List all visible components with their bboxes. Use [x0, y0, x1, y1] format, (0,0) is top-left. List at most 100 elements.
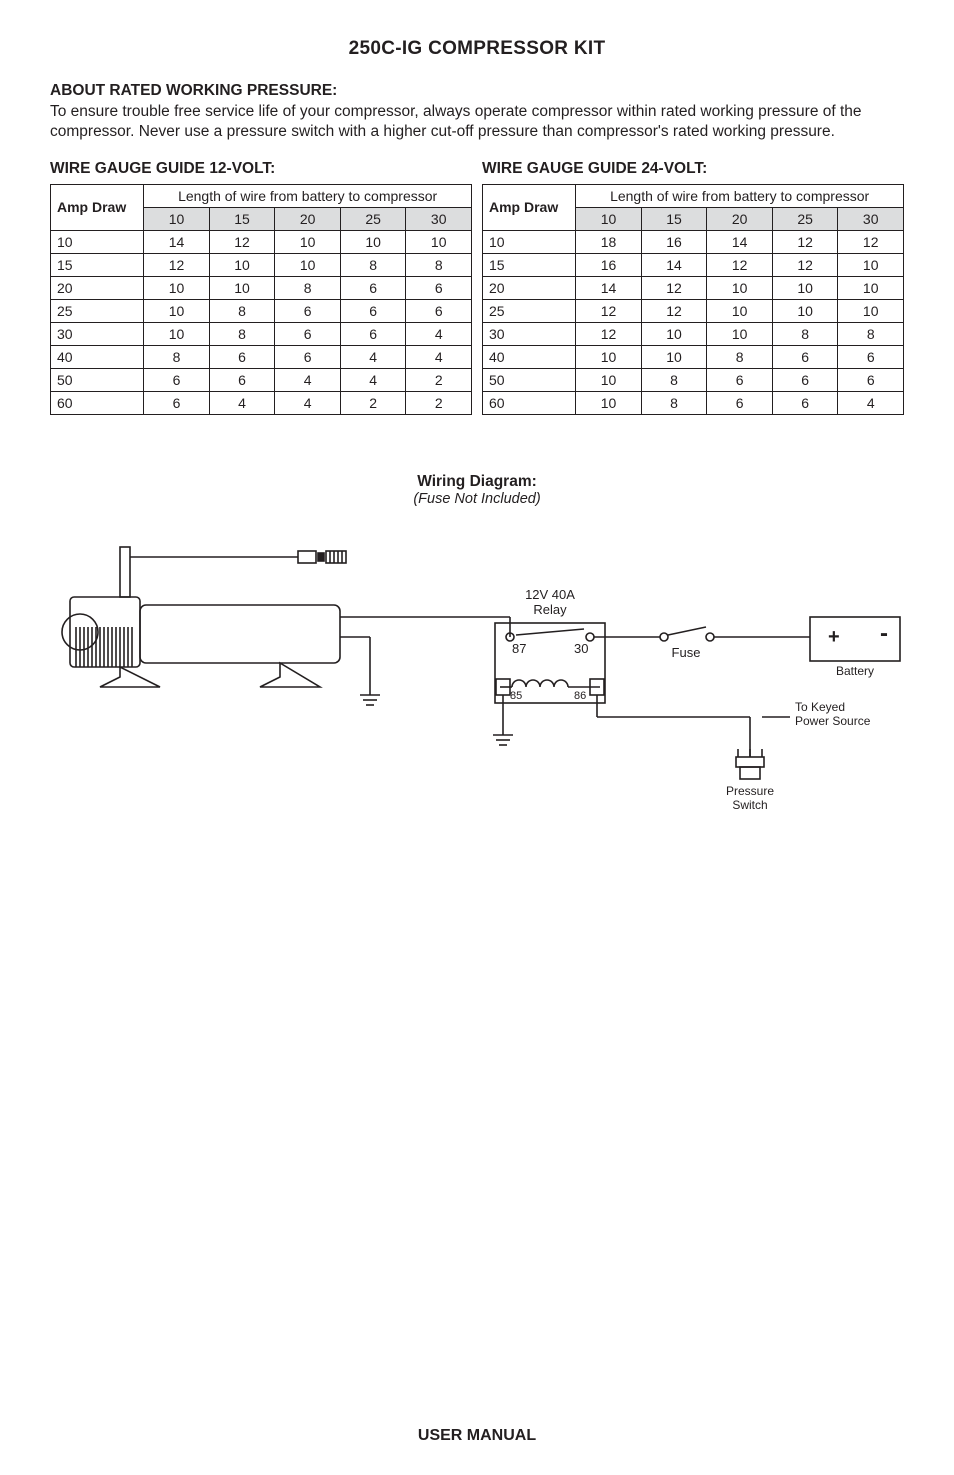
table-row: 60108664 — [483, 391, 904, 414]
gauge-cell: 10 — [275, 230, 341, 253]
gauge-cell: 6 — [275, 345, 341, 368]
gauge-cell: 10 — [275, 253, 341, 276]
gauge-cell: 10 — [144, 299, 210, 322]
table-row: 5066442 — [51, 368, 472, 391]
gauge-cell: 4 — [340, 368, 406, 391]
to-keyed-label: To KeyedPower Source — [795, 700, 871, 728]
amp-cell: 40 — [51, 345, 144, 368]
amp-cell: 25 — [483, 299, 576, 322]
gauge-cell: 6 — [707, 391, 773, 414]
gauge-cell: 10 — [772, 276, 838, 299]
relay-label-line1: 12V 40ARelay — [525, 587, 575, 617]
gauge-cell: 4 — [275, 368, 341, 391]
table12-body: 1014121010101512101088201010866251086663… — [51, 230, 472, 414]
gauge-cell: 6 — [209, 368, 275, 391]
gauge-cell: 8 — [144, 345, 210, 368]
gauge-cell: 6 — [144, 368, 210, 391]
table24-body: 1018161412121516141212102014121010102512… — [483, 230, 904, 414]
wire-gauge-24v-block: WIRE GAUGE GUIDE 24-VOLT: Amp Draw Lengt… — [482, 160, 904, 415]
wiring-diagram-title: Wiring Diagram: — [50, 473, 904, 491]
gauge-cell: 10 — [707, 299, 773, 322]
gauge-cell: 4 — [406, 345, 472, 368]
table-row: 101412101010 — [51, 230, 472, 253]
amp-draw-header: Amp Draw — [51, 184, 144, 230]
gauge-cell: 6 — [707, 368, 773, 391]
gauge-cell: 8 — [707, 345, 773, 368]
gauge-cell: 6 — [406, 299, 472, 322]
wire-gauge-12v-heading: WIRE GAUGE GUIDE 12-VOLT: — [50, 160, 472, 178]
gauge-cell: 10 — [641, 322, 707, 345]
wire-gauge-24v-heading: WIRE GAUGE GUIDE 24-VOLT: — [482, 160, 904, 178]
gauge-cell: 8 — [838, 322, 904, 345]
gauge-cell: 6 — [340, 299, 406, 322]
gauge-cell: 10 — [576, 345, 642, 368]
wiring-diagram-title-block: Wiring Diagram: (Fuse Not Included) — [50, 473, 904, 507]
amp-cell: 20 — [51, 276, 144, 299]
compressor-icon — [62, 547, 346, 687]
gauge-cell: 6 — [772, 368, 838, 391]
gauge-cell: 18 — [576, 230, 642, 253]
gauge-cell: 6 — [144, 391, 210, 414]
table-row: 101816141212 — [483, 230, 904, 253]
wire-gauge-12v-block: WIRE GAUGE GUIDE 12-VOLT: Amp Draw Lengt… — [50, 160, 472, 415]
gauge-cell: 10 — [576, 368, 642, 391]
amp-cell: 20 — [483, 276, 576, 299]
gauge-cell: 2 — [340, 391, 406, 414]
amp-cell: 15 — [51, 253, 144, 276]
gauge-cell: 6 — [772, 345, 838, 368]
gauge-cell: 8 — [406, 253, 472, 276]
table-row: 4086644 — [51, 345, 472, 368]
col-len: 20 — [707, 207, 773, 230]
gauge-cell: 14 — [144, 230, 210, 253]
gauge-cell: 8 — [209, 322, 275, 345]
pressure-switch-icon — [736, 749, 764, 779]
table-row: 50108666 — [483, 368, 904, 391]
gauge-cell: 10 — [576, 391, 642, 414]
gauge-cell: 8 — [209, 299, 275, 322]
gauge-cell: 12 — [772, 253, 838, 276]
gauge-cell: 16 — [576, 253, 642, 276]
gauge-cell: 12 — [838, 230, 904, 253]
gauge-cell: 12 — [707, 253, 773, 276]
fuse-label: Fuse — [672, 645, 701, 660]
wire-gauge-tables: WIRE GAUGE GUIDE 12-VOLT: Amp Draw Lengt… — [50, 160, 904, 415]
gauge-cell: 6 — [275, 299, 341, 322]
col-len: 15 — [641, 207, 707, 230]
gauge-cell: 4 — [209, 391, 275, 414]
gauge-cell: 8 — [772, 322, 838, 345]
length-header: Length of wire from battery to compresso… — [144, 184, 472, 207]
col-len: 10 — [144, 207, 210, 230]
relay-30-label: 30 — [574, 641, 588, 656]
gauge-cell: 10 — [406, 230, 472, 253]
amp-cell: 30 — [483, 322, 576, 345]
amp-cell: 40 — [483, 345, 576, 368]
gauge-cell: 12 — [144, 253, 210, 276]
gauge-cell: 10 — [707, 276, 773, 299]
gauge-cell: 6 — [838, 345, 904, 368]
gauge-cell: 12 — [576, 322, 642, 345]
wiring-diagram-subtitle: (Fuse Not Included) — [50, 491, 904, 507]
gauge-cell: 4 — [406, 322, 472, 345]
col-len: 30 — [838, 207, 904, 230]
amp-cell: 30 — [51, 322, 144, 345]
battery-minus-label: - — [880, 620, 888, 647]
table-row: 251212101010 — [483, 299, 904, 322]
table-row: 30108664 — [51, 322, 472, 345]
col-len: 10 — [576, 207, 642, 230]
table-row: 6064422 — [51, 391, 472, 414]
amp-cell: 50 — [483, 368, 576, 391]
amp-cell: 60 — [51, 391, 144, 414]
col-len: 25 — [340, 207, 406, 230]
col-len: 15 — [209, 207, 275, 230]
gauge-cell: 10 — [144, 322, 210, 345]
gauge-cell: 6 — [340, 322, 406, 345]
table-row: 3012101088 — [483, 322, 904, 345]
gauge-cell: 12 — [641, 276, 707, 299]
gauge-cell: 10 — [707, 322, 773, 345]
gauge-cell: 10 — [772, 299, 838, 322]
wire-gauge-12v-table: Amp Draw Length of wire from battery to … — [50, 184, 472, 415]
gauge-cell: 4 — [340, 345, 406, 368]
relay-87-label: 87 — [512, 641, 526, 656]
gauge-cell: 12 — [641, 299, 707, 322]
relay-85-label: 85 — [510, 690, 522, 702]
